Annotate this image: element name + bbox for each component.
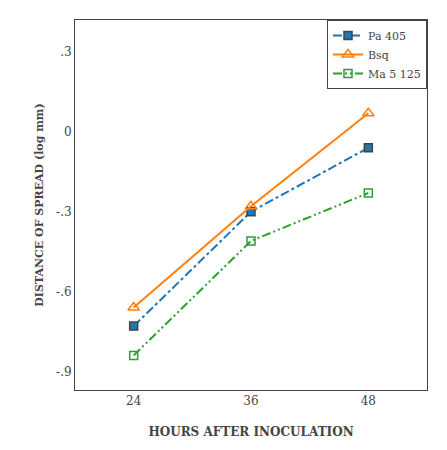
svg-text:-.9: -.9	[56, 365, 72, 379]
svg-text:0: 0	[64, 125, 72, 139]
svg-text:HOURS AFTER INOCULATION: HOURS AFTER INOCULATION	[148, 425, 353, 439]
svg-text:Ma 5 125: Ma 5 125	[368, 68, 421, 81]
svg-text:-.3: -.3	[56, 205, 72, 219]
svg-text:DISTANCE OF SPREAD (log mm): DISTANCE OF SPREAD (log mm)	[33, 103, 46, 306]
svg-text:.3: .3	[60, 45, 71, 59]
svg-text:Pa 405: Pa 405	[368, 30, 406, 43]
svg-text:24: 24	[126, 394, 142, 408]
svg-text:36: 36	[243, 394, 258, 408]
svg-text:-.6: -.6	[56, 285, 72, 299]
svg-text:Bsq: Bsq	[368, 49, 389, 62]
svg-text:48: 48	[361, 394, 376, 408]
